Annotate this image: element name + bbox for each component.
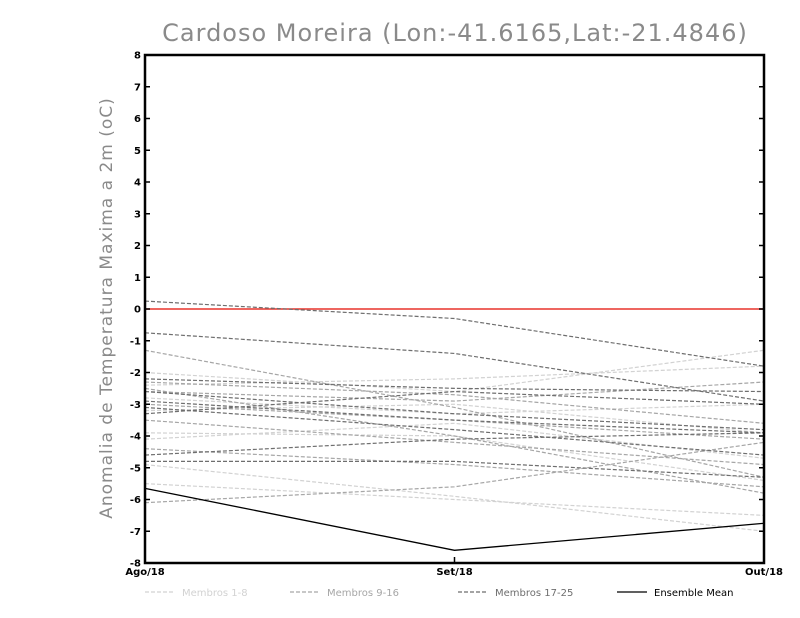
member-line-8 bbox=[144, 397, 765, 415]
y-tick-label: -5 bbox=[130, 463, 141, 474]
member-line-16 bbox=[144, 381, 765, 402]
y-tick-label: 0 bbox=[134, 305, 141, 316]
legend-label: Membros 17-25 bbox=[495, 588, 573, 599]
member-line-4 bbox=[144, 365, 765, 386]
member-line-21 bbox=[144, 400, 765, 434]
ensemble-mean-line bbox=[144, 487, 765, 551]
y-tick-label: -7 bbox=[130, 527, 141, 538]
member-line-14 bbox=[144, 441, 765, 504]
y-tick-label: -6 bbox=[130, 495, 141, 506]
y-tick-label: 8 bbox=[134, 51, 141, 62]
legend: Membros 1-8 Membros 9-16 Membros 17-25 Ense… bbox=[145, 588, 733, 599]
y-tick-label: 1 bbox=[134, 273, 141, 284]
member-line-23 bbox=[144, 432, 765, 456]
legend-label: Membros 9-16 bbox=[327, 588, 399, 599]
legend-label: Ensemble Mean bbox=[654, 588, 733, 599]
member-line-1 bbox=[144, 349, 765, 393]
y-tick-label: -1 bbox=[130, 336, 141, 347]
y-axis-label: Anomalia de Temperatura Maxima a 2m (oC) bbox=[97, 97, 117, 519]
y-tick-label: 4 bbox=[134, 178, 141, 189]
member-line-12 bbox=[144, 381, 765, 424]
y-tick-label: -2 bbox=[130, 368, 141, 379]
plot-lines bbox=[144, 300, 765, 551]
x-ticks: Ago/18 Set/18 Out/18 bbox=[125, 557, 783, 578]
member-line-24 bbox=[145, 460, 765, 478]
member-line-6 bbox=[144, 403, 765, 434]
x-tick-label: Ago/18 bbox=[125, 567, 164, 578]
y-tick-label: 7 bbox=[134, 82, 141, 93]
y-tick-label: 3 bbox=[134, 209, 141, 220]
chart-title: Cardoso Moreira (Lon:-41.6165,Lat:-21.48… bbox=[162, 19, 748, 47]
member-line-10 bbox=[144, 387, 765, 494]
member-line-9 bbox=[144, 349, 765, 478]
y-tick-label: 6 bbox=[134, 114, 141, 125]
member-line-18 bbox=[144, 332, 765, 402]
y-ticks: 8 7 6 5 4 3 2 1 0 -1 -2 -3 -4 -5 -6 -7 -8 bbox=[130, 51, 764, 570]
y-tick-label: 2 bbox=[134, 241, 141, 252]
member-line-13 bbox=[144, 448, 765, 488]
y-tick-label: -3 bbox=[130, 400, 141, 411]
x-tick-label: Out/18 bbox=[745, 567, 783, 578]
member-line-20 bbox=[144, 390, 765, 431]
member-line-25 bbox=[144, 390, 765, 415]
y-tick-label: -4 bbox=[130, 432, 141, 443]
member-line-19 bbox=[144, 378, 765, 393]
member-line-15 bbox=[144, 419, 765, 466]
member-line-22 bbox=[144, 406, 765, 456]
y-tick-label: -8 bbox=[130, 559, 141, 570]
member-line-11 bbox=[144, 403, 765, 440]
legend-label: Membros 1-8 bbox=[182, 588, 248, 599]
y-tick-label: 5 bbox=[134, 146, 141, 157]
member-line-3 bbox=[144, 483, 765, 516]
member-line-17 bbox=[144, 300, 765, 367]
x-tick-label: Set/18 bbox=[436, 567, 472, 578]
member-line-5 bbox=[144, 463, 765, 532]
